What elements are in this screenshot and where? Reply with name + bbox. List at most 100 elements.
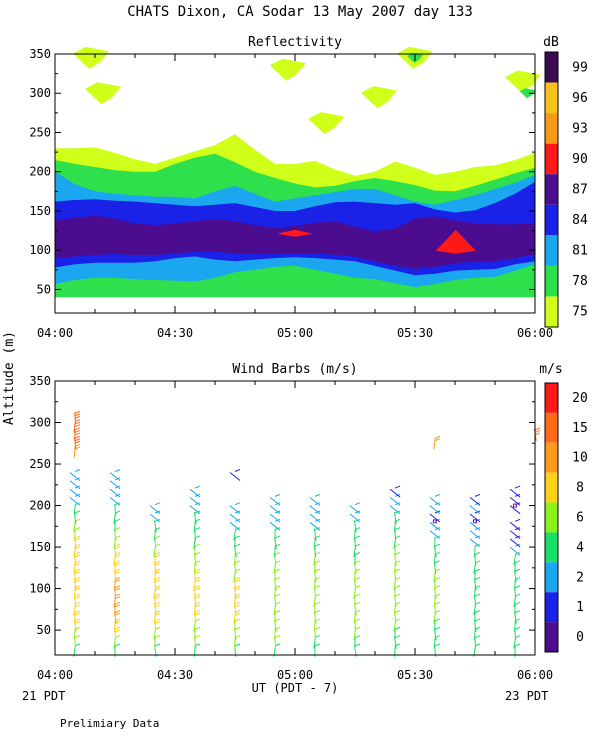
reflectivity-hotspot: [435, 229, 476, 254]
wind-barb: [74, 635, 81, 649]
wind-barb-flag: [74, 440, 81, 444]
wind-barb-staff: [193, 561, 196, 574]
wind-barb-flag: [274, 593, 281, 597]
wind-barb-staff: [233, 528, 237, 541]
colorbar-swatch: [545, 82, 558, 114]
wind-barb-flag: [234, 618, 241, 622]
wind-barb-staff: [473, 628, 476, 641]
wind-barb-flag: [194, 635, 201, 639]
wind-barb-flag: [194, 596, 201, 599]
wind-barb-flag: [474, 635, 481, 639]
wind-barb: [514, 585, 521, 599]
wind-barb-staff: [313, 578, 316, 591]
wind-barb-staff: [469, 505, 481, 515]
wind-barb-flag: [154, 562, 161, 566]
wind-barb-staff: [469, 521, 481, 531]
wind-barb-flag: [74, 579, 81, 583]
footer-note: Prelimiary Data: [60, 717, 159, 730]
wind-barb-staff: [469, 530, 481, 539]
x-tick-label: 06:00: [517, 668, 553, 682]
wind-barb-flag: [74, 432, 81, 436]
wind-barb-staff: [389, 505, 401, 515]
wind-barb: [514, 626, 521, 641]
wind-barb-flag: [514, 601, 521, 605]
wind-barb: [234, 618, 241, 632]
wind-barb-staff: [229, 505, 241, 515]
y-tick-label: 350: [29, 47, 51, 61]
colorbar-swatch: [545, 502, 558, 533]
wind-barb-flag: [74, 415, 81, 419]
wind-barb-staff: [469, 497, 481, 506]
y-tick-label: 250: [29, 457, 51, 471]
wind-barb-flag: [394, 568, 401, 572]
colorbar-tick-label: 15: [572, 421, 588, 436]
calm-marker: [513, 503, 518, 508]
wind-barb-staff: [109, 497, 121, 506]
wind-barb: [394, 568, 401, 583]
wind-barb-flag: [74, 413, 81, 417]
wind-barb-staff: [513, 553, 517, 566]
reflectivity-patch-75: [505, 70, 541, 93]
wind-barb-flag: [434, 618, 441, 622]
wind-barb-staff: [273, 586, 276, 599]
wind-barb-flag: [114, 643, 121, 647]
y-tick-label: 50: [37, 282, 51, 296]
wind-barb: [314, 543, 321, 558]
wind-barb-flag: [114, 612, 121, 616]
wind-barb: [154, 593, 161, 608]
wind-barb-flag: [114, 546, 121, 550]
wind-barb-flag: [354, 593, 361, 597]
wind-barb-flag: [434, 435, 441, 439]
wind-barb-staff: [73, 586, 76, 599]
wind-barb-flag: [434, 585, 441, 589]
wind-barb: [154, 635, 161, 649]
wind-barb-flag: [74, 435, 81, 439]
wind-barb-flag: [534, 432, 541, 436]
wind-barb-flag: [274, 635, 281, 639]
wind-barb: [509, 518, 521, 531]
wind-barb-flag: [234, 535, 241, 539]
wind-barb-staff: [429, 513, 441, 523]
wind-barb-flag: [114, 601, 121, 605]
wind-barb-flag: [514, 518, 521, 522]
wind-barb-flag: [74, 535, 81, 539]
wind-barb: [434, 601, 441, 616]
wind-barb-flag: [154, 643, 161, 647]
wind-barb-staff: [73, 445, 76, 458]
wind-barb: [74, 610, 81, 624]
wind-barb-flag: [114, 568, 121, 572]
wind-barb-flag: [234, 585, 241, 589]
wind-barb-staff: [73, 628, 76, 641]
colorbar-swatch: [545, 143, 558, 175]
calm-marker: [473, 519, 477, 524]
wind-barb: [429, 493, 441, 506]
colorbar-tick-label: 93: [572, 121, 588, 136]
wind-barb: [314, 560, 321, 574]
wind-barb-flag: [194, 527, 201, 531]
wind-barb-staff: [513, 578, 516, 591]
colorbar-frame: [544, 382, 559, 653]
wind-barb-flag: [74, 552, 81, 555]
wind-barb-flag: [154, 552, 161, 555]
wind-barb-staff: [233, 636, 236, 649]
wind-barb-flag: [74, 568, 81, 572]
wind-barb-flag: [74, 618, 81, 622]
wind-barb-flag: [114, 626, 121, 630]
colorbar-swatch: [545, 265, 558, 297]
wind-barb-staff: [193, 520, 196, 533]
wind-barb: [354, 635, 361, 649]
wind-barb: [194, 626, 201, 641]
colorbar-swatch: [545, 296, 558, 327]
wind-barb-staff: [69, 480, 81, 490]
wind-barb-flag: [154, 596, 161, 599]
wind-barb-staff: [229, 513, 241, 523]
wind-barb-flag: [474, 610, 481, 614]
wind-barb-flag: [314, 601, 321, 605]
wind-barb-flag: [314, 493, 321, 497]
reflectivity-title: Reflectivity: [248, 35, 342, 50]
colorbar-tick-label: 0: [576, 630, 584, 645]
colorbar-swatch: [545, 622, 558, 652]
wind-barb-flag: [534, 430, 541, 433]
wind-barb-staff: [149, 505, 161, 515]
